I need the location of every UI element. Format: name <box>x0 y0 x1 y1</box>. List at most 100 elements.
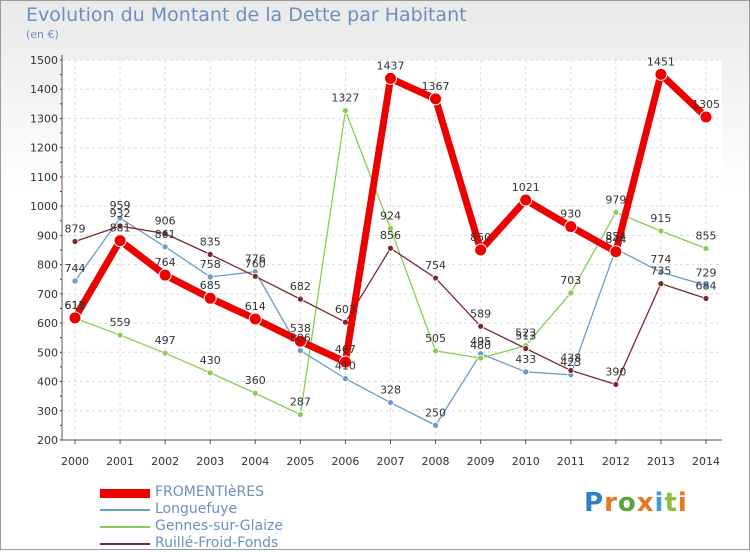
legend-swatch <box>100 543 150 545</box>
data-point <box>564 220 578 234</box>
data-point <box>699 110 713 124</box>
legend-label: Gennes-sur-Glaize <box>155 518 283 534</box>
data-point <box>113 234 127 248</box>
data-label: 505 <box>425 332 446 345</box>
x-tick-label: 2013 <box>647 455 675 468</box>
legend-swatch <box>100 509 150 511</box>
data-label: 1305 <box>692 98 720 111</box>
data-label: 617 <box>65 299 86 312</box>
series-Ruillé-Froid-Fonds <box>71 222 710 388</box>
y-tick-label: 400 <box>37 376 58 389</box>
y-tick-label: 1100 <box>30 171 58 184</box>
data-label: 932 <box>110 207 131 220</box>
x-tick-label: 2004 <box>241 455 269 468</box>
y-tick-label: 1200 <box>30 142 58 155</box>
data-point <box>387 399 394 406</box>
data-point <box>116 214 124 222</box>
data-label: 856 <box>380 229 401 242</box>
data-label: 924 <box>380 209 401 222</box>
y-tick-label: 700 <box>37 288 58 301</box>
data-point <box>609 245 623 259</box>
data-label: 538 <box>290 322 311 335</box>
data-label: 523 <box>515 327 536 340</box>
data-label: 729 <box>696 266 717 279</box>
y-tick-label: 1400 <box>30 83 58 96</box>
data-point <box>432 274 439 282</box>
data-point <box>522 368 530 376</box>
data-label: 360 <box>245 374 266 387</box>
data-point <box>158 268 172 282</box>
data-label: 774 <box>650 253 671 266</box>
data-label: 1021 <box>512 181 540 194</box>
data-label: 618 <box>65 299 86 312</box>
data-label: 959 <box>110 199 131 212</box>
data-label: 906 <box>155 215 176 228</box>
data-point <box>161 349 169 357</box>
data-label: 861 <box>155 228 176 241</box>
data-point <box>342 107 349 114</box>
y-tick-label: 1500 <box>30 54 58 67</box>
data-label: 930 <box>560 208 581 221</box>
data-point <box>612 381 620 388</box>
y-tick-label: 1000 <box>30 200 58 213</box>
data-label: 915 <box>650 212 671 225</box>
x-tick-label: 2002 <box>151 455 179 468</box>
data-point <box>522 345 530 352</box>
data-point <box>702 281 710 289</box>
data-label: 1437 <box>377 59 405 72</box>
y-tick-label: 600 <box>37 317 58 330</box>
data-label: 844 <box>605 233 626 246</box>
data-point <box>567 367 575 374</box>
data-label: 684 <box>696 280 717 293</box>
data-point <box>654 67 668 81</box>
x-tick-label: 2012 <box>602 455 630 468</box>
data-label: 614 <box>245 300 266 313</box>
data-point <box>477 354 485 362</box>
x-tick-label: 2008 <box>422 455 450 468</box>
data-point <box>296 411 304 418</box>
data-point <box>567 289 575 297</box>
data-point <box>429 92 443 106</box>
data-label: 703 <box>560 274 581 287</box>
data-point <box>116 222 124 230</box>
legend-swatch <box>100 526 150 528</box>
data-point <box>251 272 259 280</box>
x-tick-label: 2010 <box>512 455 540 468</box>
data-label: 430 <box>200 354 221 367</box>
data-label: 764 <box>155 256 176 269</box>
data-label: 438 <box>560 351 581 364</box>
y-tick-label: 300 <box>37 405 58 418</box>
data-label: 735 <box>650 265 671 278</box>
data-point <box>657 268 665 276</box>
data-label: 287 <box>290 396 311 409</box>
legend-swatch <box>100 489 150 498</box>
y-tick-label: 800 <box>37 259 58 272</box>
data-label: 760 <box>245 257 266 270</box>
y-tick-label: 200 <box>37 434 58 447</box>
legend-label: FROMENTIèRES <box>155 484 264 500</box>
x-tick-label: 2009 <box>467 455 495 468</box>
data-label: 855 <box>696 230 717 243</box>
data-point <box>296 347 304 354</box>
data-label: 1367 <box>422 80 450 93</box>
legend-label: Longuefuye <box>155 501 238 517</box>
data-label: 835 <box>200 235 221 248</box>
data-point <box>68 311 82 325</box>
data-point <box>296 295 304 303</box>
data-point <box>342 318 349 326</box>
x-tick-label: 2001 <box>106 455 134 468</box>
data-point <box>293 334 307 348</box>
data-point <box>206 250 214 258</box>
data-point <box>161 243 169 251</box>
x-tick-label: 2006 <box>331 455 359 468</box>
data-label: 850 <box>470 231 491 244</box>
data-point <box>657 280 665 288</box>
data-label: 879 <box>65 223 86 236</box>
data-label: 979 <box>605 193 626 206</box>
data-point <box>519 193 533 207</box>
data-label: 495 <box>470 335 491 348</box>
data-point <box>387 244 394 252</box>
chart-title: Evolution du Montant de la Dette par Hab… <box>26 4 467 26</box>
data-label: 682 <box>290 280 311 293</box>
chart-subtitle: (en €) <box>26 28 59 41</box>
